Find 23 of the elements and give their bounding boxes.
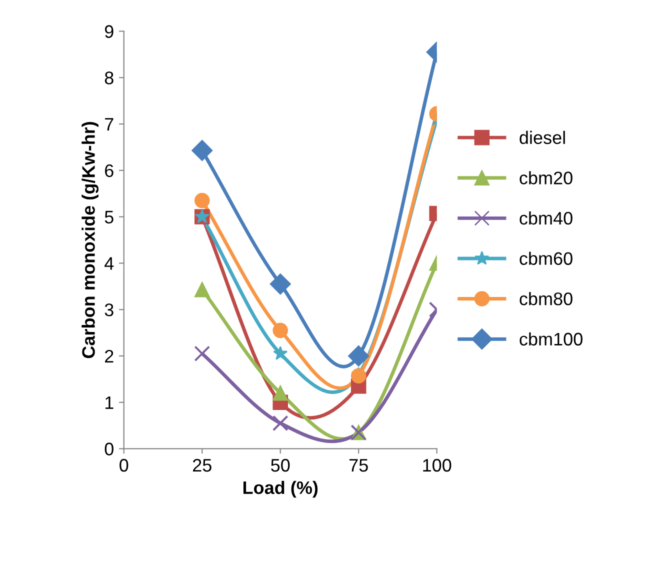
- y-axis-title: Carbon monoxide (g/Kw-hr): [82, 122, 99, 358]
- x-tick-label: 25: [192, 458, 212, 472]
- x-tick-label: 100: [423, 458, 452, 472]
- legend-label: cbm40: [520, 211, 572, 225]
- legend-label: cbm80: [520, 292, 572, 306]
- y-tick-label: 7: [105, 118, 114, 131]
- y-tick-label: 1: [105, 396, 114, 409]
- y-tick-label: 4: [104, 257, 114, 270]
- x-tick-label: 50: [271, 458, 290, 472]
- y-tick-label: 9: [104, 25, 114, 38]
- legend-label: diesel: [520, 130, 565, 144]
- y-tick-label: 0: [104, 442, 114, 456]
- legend-label: cbm20: [520, 171, 572, 184]
- x-tick-label: 75: [349, 459, 368, 472]
- y-tick-label: 8: [104, 72, 114, 84]
- y-tick-label: 6: [105, 164, 114, 178]
- legend-label: cbm60: [520, 252, 572, 265]
- y-tick-label: 3: [104, 303, 114, 316]
- x-tick-label: 0: [120, 458, 128, 472]
- y-tick-label: 2: [105, 350, 114, 362]
- y-tick-label: 5: [104, 210, 114, 224]
- legend-label: cbm100: [520, 332, 582, 346]
- x-axis-title: Load (%): [243, 480, 318, 498]
